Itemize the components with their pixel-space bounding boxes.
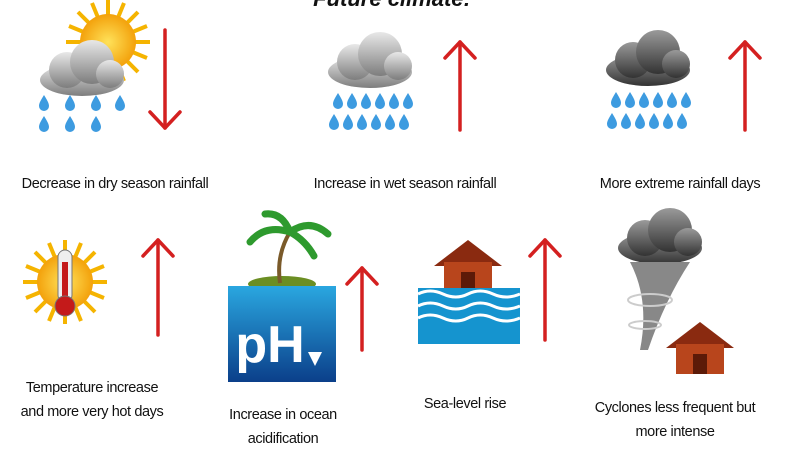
dry-season-icon bbox=[39, 0, 150, 132]
down-arrow bbox=[150, 30, 180, 128]
title: Future climate: bbox=[313, 0, 471, 11]
up-arrow bbox=[347, 268, 377, 350]
ph-icon: pH bbox=[228, 214, 336, 382]
item-label: Sea-level rise bbox=[424, 396, 507, 412]
item-label: and more very hot days bbox=[21, 404, 164, 420]
up-arrow bbox=[730, 42, 760, 130]
item-label: More extreme rainfall days bbox=[600, 176, 761, 192]
extreme-rain-icon bbox=[606, 30, 691, 129]
svg-text:pH: pH bbox=[235, 316, 304, 374]
infographic: Future climate: Decrease in dry season r… bbox=[0, 0, 785, 449]
item-label: Increase in wet season rainfall bbox=[314, 176, 497, 192]
item-label: acidification bbox=[248, 431, 319, 447]
temperature-icon bbox=[23, 240, 107, 324]
cyclone-icon bbox=[618, 208, 734, 374]
up-arrow bbox=[445, 42, 475, 130]
up-arrow bbox=[530, 240, 560, 340]
up-arrow bbox=[143, 240, 173, 335]
wet-season-icon bbox=[328, 32, 413, 130]
sea-level-icon bbox=[418, 240, 520, 344]
drops bbox=[329, 93, 413, 130]
item-label: Decrease in dry season rainfall bbox=[22, 176, 209, 192]
item-label: more intense bbox=[635, 424, 714, 440]
item-label: Temperature increase bbox=[26, 380, 159, 396]
item-label: Cyclones less frequent but bbox=[595, 400, 756, 416]
item-label: Increase in ocean bbox=[229, 407, 337, 423]
